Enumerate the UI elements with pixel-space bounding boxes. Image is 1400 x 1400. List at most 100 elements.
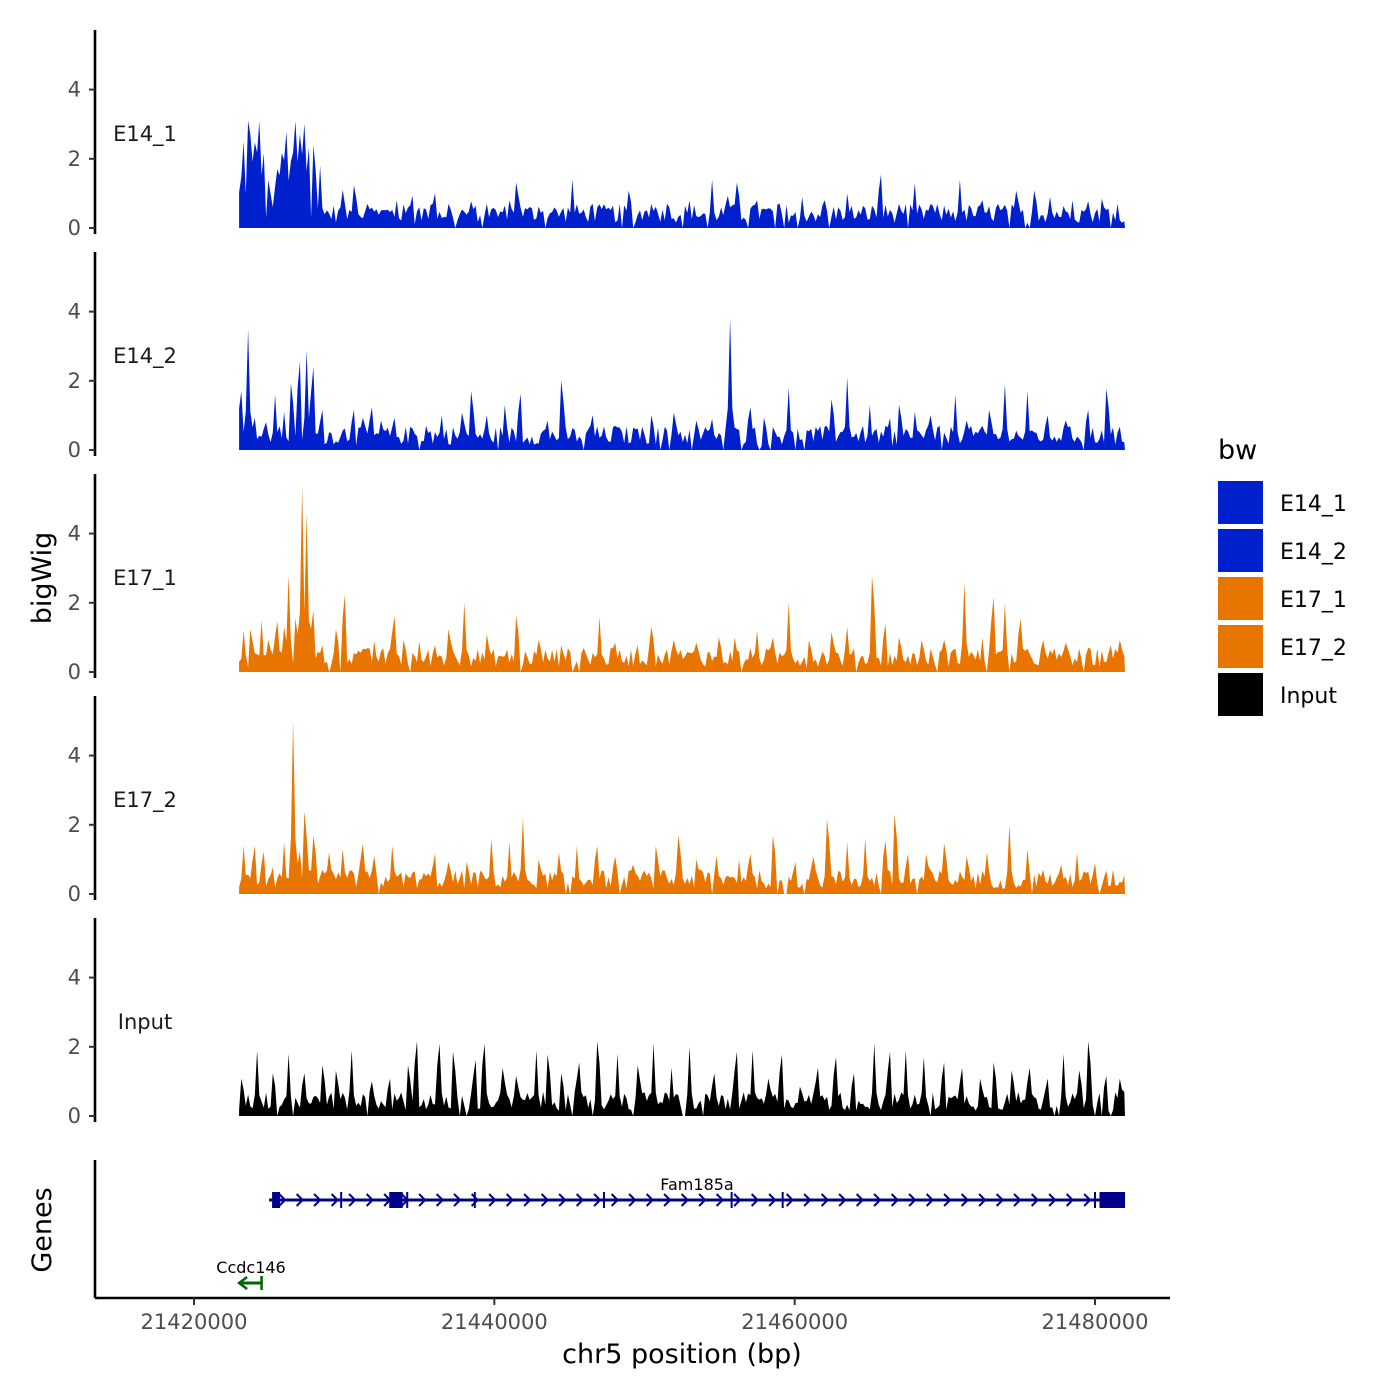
track-e17-1: 0 2 4 E17_1 — [68, 474, 1126, 684]
gene-label-fam185a: Fam185a — [660, 1175, 733, 1194]
x-tick-label: 21480000 — [1042, 1310, 1149, 1334]
strand-arrow — [645, 1193, 655, 1207]
strand-arrow — [803, 1193, 812, 1207]
legend-swatch-e17-2 — [1218, 625, 1263, 668]
strand-arrow — [237, 1276, 248, 1290]
y-tick-label: 2 — [68, 813, 81, 837]
strand-arrow — [663, 1193, 672, 1207]
track-label-e17-1: E17_1 — [113, 566, 177, 591]
strand-arrow — [1048, 1193, 1057, 1207]
track-e17-2: 0 2 4 E17_2 — [68, 696, 1126, 906]
y-tick-label: 4 — [68, 966, 81, 990]
genes-axis-title: Genes — [27, 1187, 58, 1272]
legend-swatch-e17-1 — [1218, 577, 1263, 620]
x-axis: 21420000 21440000 21460000 21480000 — [95, 1296, 1170, 1334]
gene-ccdc146: Ccdc146 — [216, 1258, 286, 1290]
strand-arrow — [540, 1193, 550, 1207]
strand-arrow — [1083, 1193, 1092, 1207]
y-axis-title: bigWig — [27, 532, 58, 625]
legend-swatch-input — [1218, 673, 1263, 716]
strand-arrow — [768, 1193, 777, 1207]
track-e14-2: 0 2 4 E14_2 — [68, 252, 1126, 462]
x-tick-label: 21440000 — [441, 1310, 548, 1334]
gene-track: Fam185a Ccdc146 — [93, 1160, 1126, 1298]
strand-arrow — [505, 1193, 515, 1207]
legend: bw E14_1 E14_2 E17_1 E17_2 Input — [1218, 435, 1347, 716]
strand-arrow — [1013, 1193, 1022, 1207]
coverage-area-e14-1 — [239, 120, 1126, 228]
strand-arrow — [610, 1193, 620, 1207]
strand-arrow — [1065, 1193, 1075, 1207]
strand-arrow — [418, 1193, 427, 1207]
coverage-area-e17-1 — [239, 485, 1126, 672]
strand-arrow — [435, 1193, 445, 1207]
y-tick-label: 0 — [68, 1104, 81, 1128]
track-label-e14-2: E14_2 — [113, 344, 177, 369]
strand-arrow — [890, 1193, 900, 1207]
strand-arrow — [698, 1193, 707, 1207]
x-tick-label: 21460000 — [741, 1310, 848, 1334]
strand-arrow — [488, 1193, 497, 1207]
strand-arrow — [330, 1193, 340, 1207]
y-tick-label: 2 — [68, 591, 81, 615]
strand-arrow — [523, 1193, 532, 1207]
strand-arrow — [628, 1193, 637, 1207]
legend-label-e17-2: E17_2 — [1280, 636, 1347, 661]
gene-exon — [389, 1192, 403, 1208]
track-label-e17-2: E17_2 — [113, 788, 177, 813]
strand-arrow — [680, 1193, 690, 1207]
y-tick-label: 2 — [68, 147, 81, 171]
legend-swatch-e14-1 — [1218, 481, 1263, 524]
strand-arrow — [838, 1193, 847, 1207]
strand-arrow — [785, 1193, 795, 1207]
strand-arrow — [925, 1193, 935, 1207]
strand-arrow — [593, 1193, 602, 1207]
y-tick-label: 2 — [68, 1035, 81, 1059]
legend-swatch-e14-2 — [1218, 529, 1263, 572]
strand-arrow — [313, 1193, 322, 1207]
strand-arrow — [1030, 1193, 1040, 1207]
y-tick-label: 0 — [68, 882, 81, 906]
strand-arrow — [365, 1193, 375, 1207]
y-tick-label: 2 — [68, 369, 81, 393]
strand-arrow — [873, 1193, 882, 1207]
strand-arrow — [995, 1193, 1005, 1207]
strand-arrow — [348, 1193, 357, 1207]
strand-arrow — [453, 1193, 462, 1207]
y-tick-label: 4 — [68, 300, 81, 324]
track-label-e14-1: E14_1 — [113, 122, 177, 147]
strand-arrow — [575, 1193, 585, 1207]
gene-exon — [272, 1192, 281, 1208]
coverage-area-e17-2 — [239, 721, 1126, 894]
strand-arrow — [750, 1193, 760, 1207]
legend-title: bw — [1218, 435, 1257, 466]
strand-arrow — [908, 1193, 917, 1207]
x-axis-title: chr5 position (bp) — [562, 1339, 802, 1370]
y-tick-label: 0 — [68, 660, 81, 684]
legend-label-e14-1: E14_1 — [1280, 492, 1347, 517]
strand-arrow — [855, 1193, 865, 1207]
track-input: 0 2 4 Input — [68, 918, 1126, 1128]
gene-exon — [1099, 1192, 1126, 1208]
strand-arrow — [978, 1193, 987, 1207]
legend-label-input: Input — [1280, 684, 1337, 709]
x-tick-label: 21420000 — [141, 1310, 248, 1334]
y-tick-label: 4 — [68, 78, 81, 102]
track-e14-1: 0 2 4 E14_1 — [68, 30, 1126, 240]
coverage-area-input — [239, 1041, 1126, 1116]
legend-label-e14-2: E14_2 — [1280, 540, 1347, 565]
gene-label-ccdc146: Ccdc146 — [216, 1258, 285, 1277]
strand-arrow — [295, 1193, 305, 1207]
strand-arrow — [820, 1193, 830, 1207]
strand-arrow — [278, 1193, 287, 1207]
strand-arrow — [943, 1193, 952, 1207]
track-label-input: Input — [118, 1010, 172, 1034]
strand-arrow — [558, 1193, 567, 1207]
strand-arrow — [733, 1193, 742, 1207]
legend-label-e17-1: E17_1 — [1280, 588, 1347, 613]
strand-arrow — [960, 1193, 970, 1207]
y-tick-label: 4 — [68, 744, 81, 768]
y-tick-label: 0 — [68, 216, 81, 240]
strand-arrow — [470, 1193, 480, 1207]
gene-fam185a: Fam185a — [269, 1175, 1126, 1208]
